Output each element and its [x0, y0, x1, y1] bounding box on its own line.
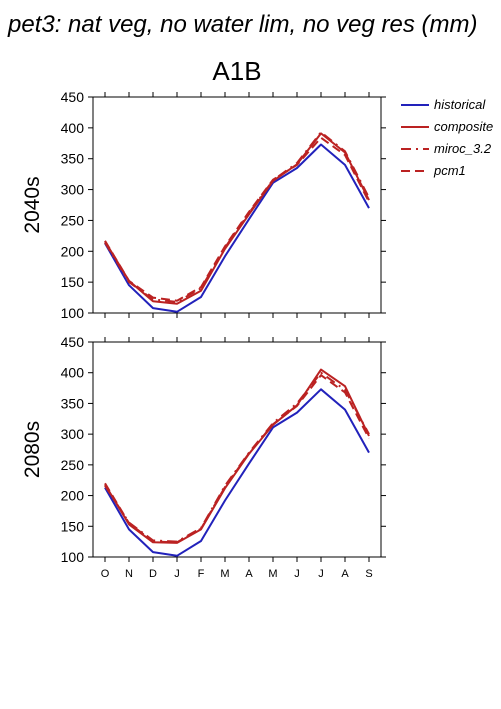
legend-label: miroc_3.2	[434, 141, 492, 156]
y-tick-label: 150	[61, 274, 85, 290]
y-tick-label: 400	[61, 365, 85, 381]
series-line-miroc-3-2	[104, 131, 370, 303]
panel-2080s: 100 150 200 250 300 350 400 450 O N D J F M A M J J A S 2080…	[21, 334, 386, 580]
legend-label: historical	[434, 97, 486, 112]
y-tick-label: 250	[61, 212, 85, 228]
y-tick-label: 450	[61, 89, 85, 105]
x-tick-label: N	[125, 568, 133, 580]
x-tick-label: M	[220, 568, 229, 580]
y-tick-label: 200	[61, 243, 85, 259]
series-line-composite	[104, 132, 370, 305]
panel-2040s: 100 150 200 250 300 350 400 450 2040s	[21, 89, 386, 321]
x-tick-label: D	[149, 568, 157, 580]
y-tick-label: 350	[61, 395, 85, 411]
plot-frame	[92, 341, 382, 558]
legend-label: pcm1	[433, 163, 466, 178]
row-label: 2040s	[21, 176, 44, 233]
series-line-historical	[104, 143, 370, 313]
row-label: 2080s	[21, 421, 44, 478]
x-tick-label: S	[365, 568, 372, 580]
x-tick-label: A	[341, 568, 349, 580]
y-tick-label: 200	[61, 488, 85, 504]
x-tick-label: J	[294, 568, 300, 580]
x-tick-label: J	[318, 568, 324, 580]
plot-frame	[92, 96, 382, 314]
y-tick-label: 450	[61, 334, 85, 350]
x-tick-label: F	[198, 568, 205, 580]
legend: historical composite miroc_3.2 pcm1	[401, 97, 493, 178]
series-line-pcm1	[104, 374, 370, 544]
y-tick-label: 150	[61, 518, 85, 534]
x-tick-label: O	[101, 568, 110, 580]
series-line-historical	[104, 388, 370, 557]
legend-label: composite	[434, 119, 493, 134]
y-tick-label: 100	[61, 549, 85, 565]
figure-title: pet3: nat veg, no water lim, no veg res …	[7, 11, 478, 38]
x-tick-label: J	[174, 568, 180, 580]
y-tick-label: 300	[61, 182, 85, 198]
y-tick-label: 400	[61, 120, 85, 136]
series-line-pcm1	[104, 136, 370, 302]
y-tick-label: 100	[61, 305, 85, 321]
y-tick-label: 300	[61, 426, 85, 442]
x-tick-label: A	[245, 568, 253, 580]
series-line-miroc-3-2	[104, 371, 370, 543]
x-tick-label: M	[268, 568, 277, 580]
y-tick-label: 350	[61, 151, 85, 167]
scenario-title: A1B	[212, 56, 261, 86]
y-tick-label: 250	[61, 457, 85, 473]
